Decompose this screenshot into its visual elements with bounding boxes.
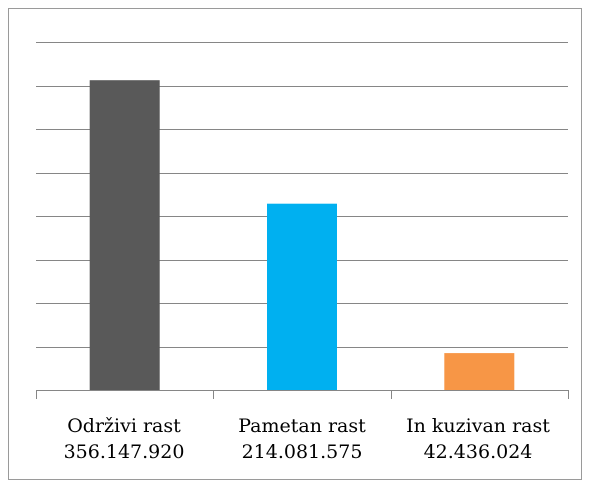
bar-odrzivi-rast [89,80,160,390]
bars [89,80,515,390]
x-axis [36,390,569,399]
category-label-pametan: Pametan rast 214.081.575 [214,413,390,465]
bar-inkluzivan-rast [444,353,515,390]
category-value: 356.147.920 [63,441,185,463]
category-value: 214.081.575 [241,441,363,463]
category-label-odrzivi: Održivi rast 356.147.920 [36,413,212,465]
category-label-inkluzivan: In kuzivan rast 42.436.024 [390,413,566,465]
category-name: Pametan rast [238,415,366,437]
category-name: In kuzivan rast [406,415,550,437]
category-value: 42.436.024 [423,441,533,463]
category-name: Održivi rast [67,415,181,437]
bar-pametan-rast [267,203,337,390]
